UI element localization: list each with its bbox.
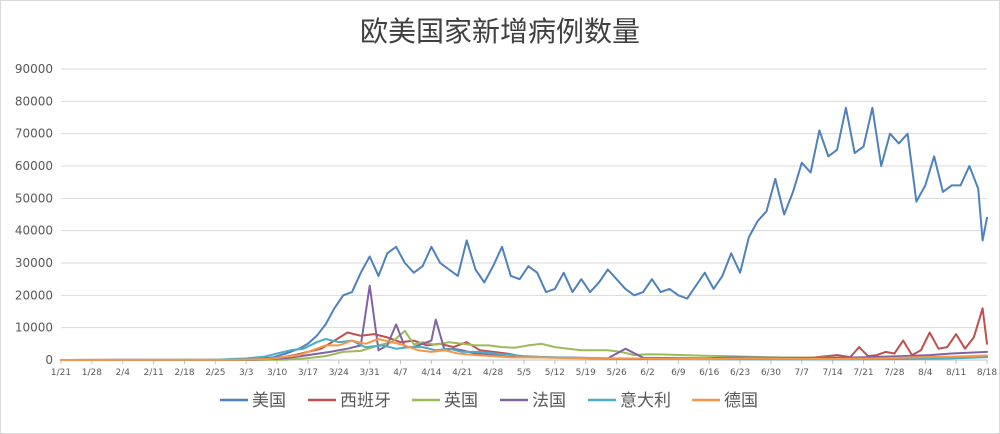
y-tick-label: 50000 (15, 191, 53, 205)
x-tick-label: 7/7 (795, 368, 809, 378)
x-tick-label: 2/18 (174, 368, 194, 378)
x-tick-label: 3/24 (329, 368, 349, 378)
x-tick-label: 2/25 (205, 368, 225, 378)
y-tick-label: 10000 (15, 321, 53, 335)
y-tick-label: 40000 (15, 224, 53, 238)
legend-label: 意大利 (620, 391, 671, 411)
x-tick-label: 6/23 (730, 368, 750, 378)
series-line (60, 284, 988, 361)
x-tick-label: 5/5 (517, 368, 531, 378)
y-tick-label: 30000 (15, 256, 53, 270)
x-tick-label: 5/12 (545, 368, 565, 378)
x-tick-label: 1/21 (51, 368, 71, 378)
x-tick-label: 6/16 (699, 368, 719, 378)
y-tick-label: 70000 (15, 127, 53, 141)
x-tick-label: 6/9 (671, 368, 686, 378)
x-tick-label: 4/21 (452, 368, 472, 378)
y-tick-label: 90000 (15, 62, 53, 76)
series-line (60, 307, 988, 361)
y-tick-label: 0 (45, 353, 53, 367)
y-tick-label: 80000 (15, 94, 53, 108)
y-tick-label: 60000 (15, 159, 53, 173)
x-tick-label: 3/3 (239, 368, 253, 378)
legend-label: 英国 (444, 391, 478, 411)
y-axis-ticks: 0 10000 20000 30000 40000 50000 60000 70000 8000… (15, 62, 53, 367)
x-tick-label: 4/28 (483, 368, 503, 378)
series-lines (60, 106, 988, 361)
x-tick-label: 8/4 (918, 368, 933, 378)
x-axis-ticks: 1/21 1/28 2/4 2/11 2/18 2/25 3/3 3/10 3/17 3/24 3/… (51, 360, 997, 378)
x-tick-label: 3/10 (267, 368, 287, 378)
legend-label: 美国 (252, 391, 286, 411)
x-tick-label: 1/28 (82, 368, 102, 378)
x-tick-label: 8/11 (946, 368, 966, 378)
x-tick-label: 5/19 (576, 368, 596, 378)
chart-title: 欧美国家新增病例数量 (360, 15, 640, 48)
series-line (60, 338, 988, 361)
x-tick-label: 2/4 (115, 368, 130, 378)
x-tick-label: 7/21 (853, 368, 873, 378)
x-tick-label: 4/14 (421, 368, 441, 378)
x-tick-label: 7/14 (823, 368, 843, 378)
x-tick-label: 6/30 (761, 368, 781, 378)
x-tick-label: 3/31 (360, 368, 380, 378)
legend-label: 法国 (532, 391, 566, 411)
x-tick-label: 8/18 (977, 368, 997, 378)
gridlines (61, 68, 987, 361)
x-tick-label: 4/7 (393, 368, 407, 378)
y-tick-label: 20000 (15, 288, 53, 302)
x-tick-label: 3/17 (298, 368, 318, 378)
x-tick-label: 7/28 (884, 368, 904, 378)
x-tick-label: 5/26 (606, 368, 626, 378)
legend-label: 西班牙 (340, 391, 391, 411)
legend-label: 德国 (724, 391, 758, 411)
legend: 美国 西班牙 英国 法国 意大利 德国 (220, 391, 758, 411)
series-line (60, 106, 988, 361)
x-tick-label: 2/11 (143, 368, 163, 378)
x-tick-label: 6/2 (640, 368, 654, 378)
